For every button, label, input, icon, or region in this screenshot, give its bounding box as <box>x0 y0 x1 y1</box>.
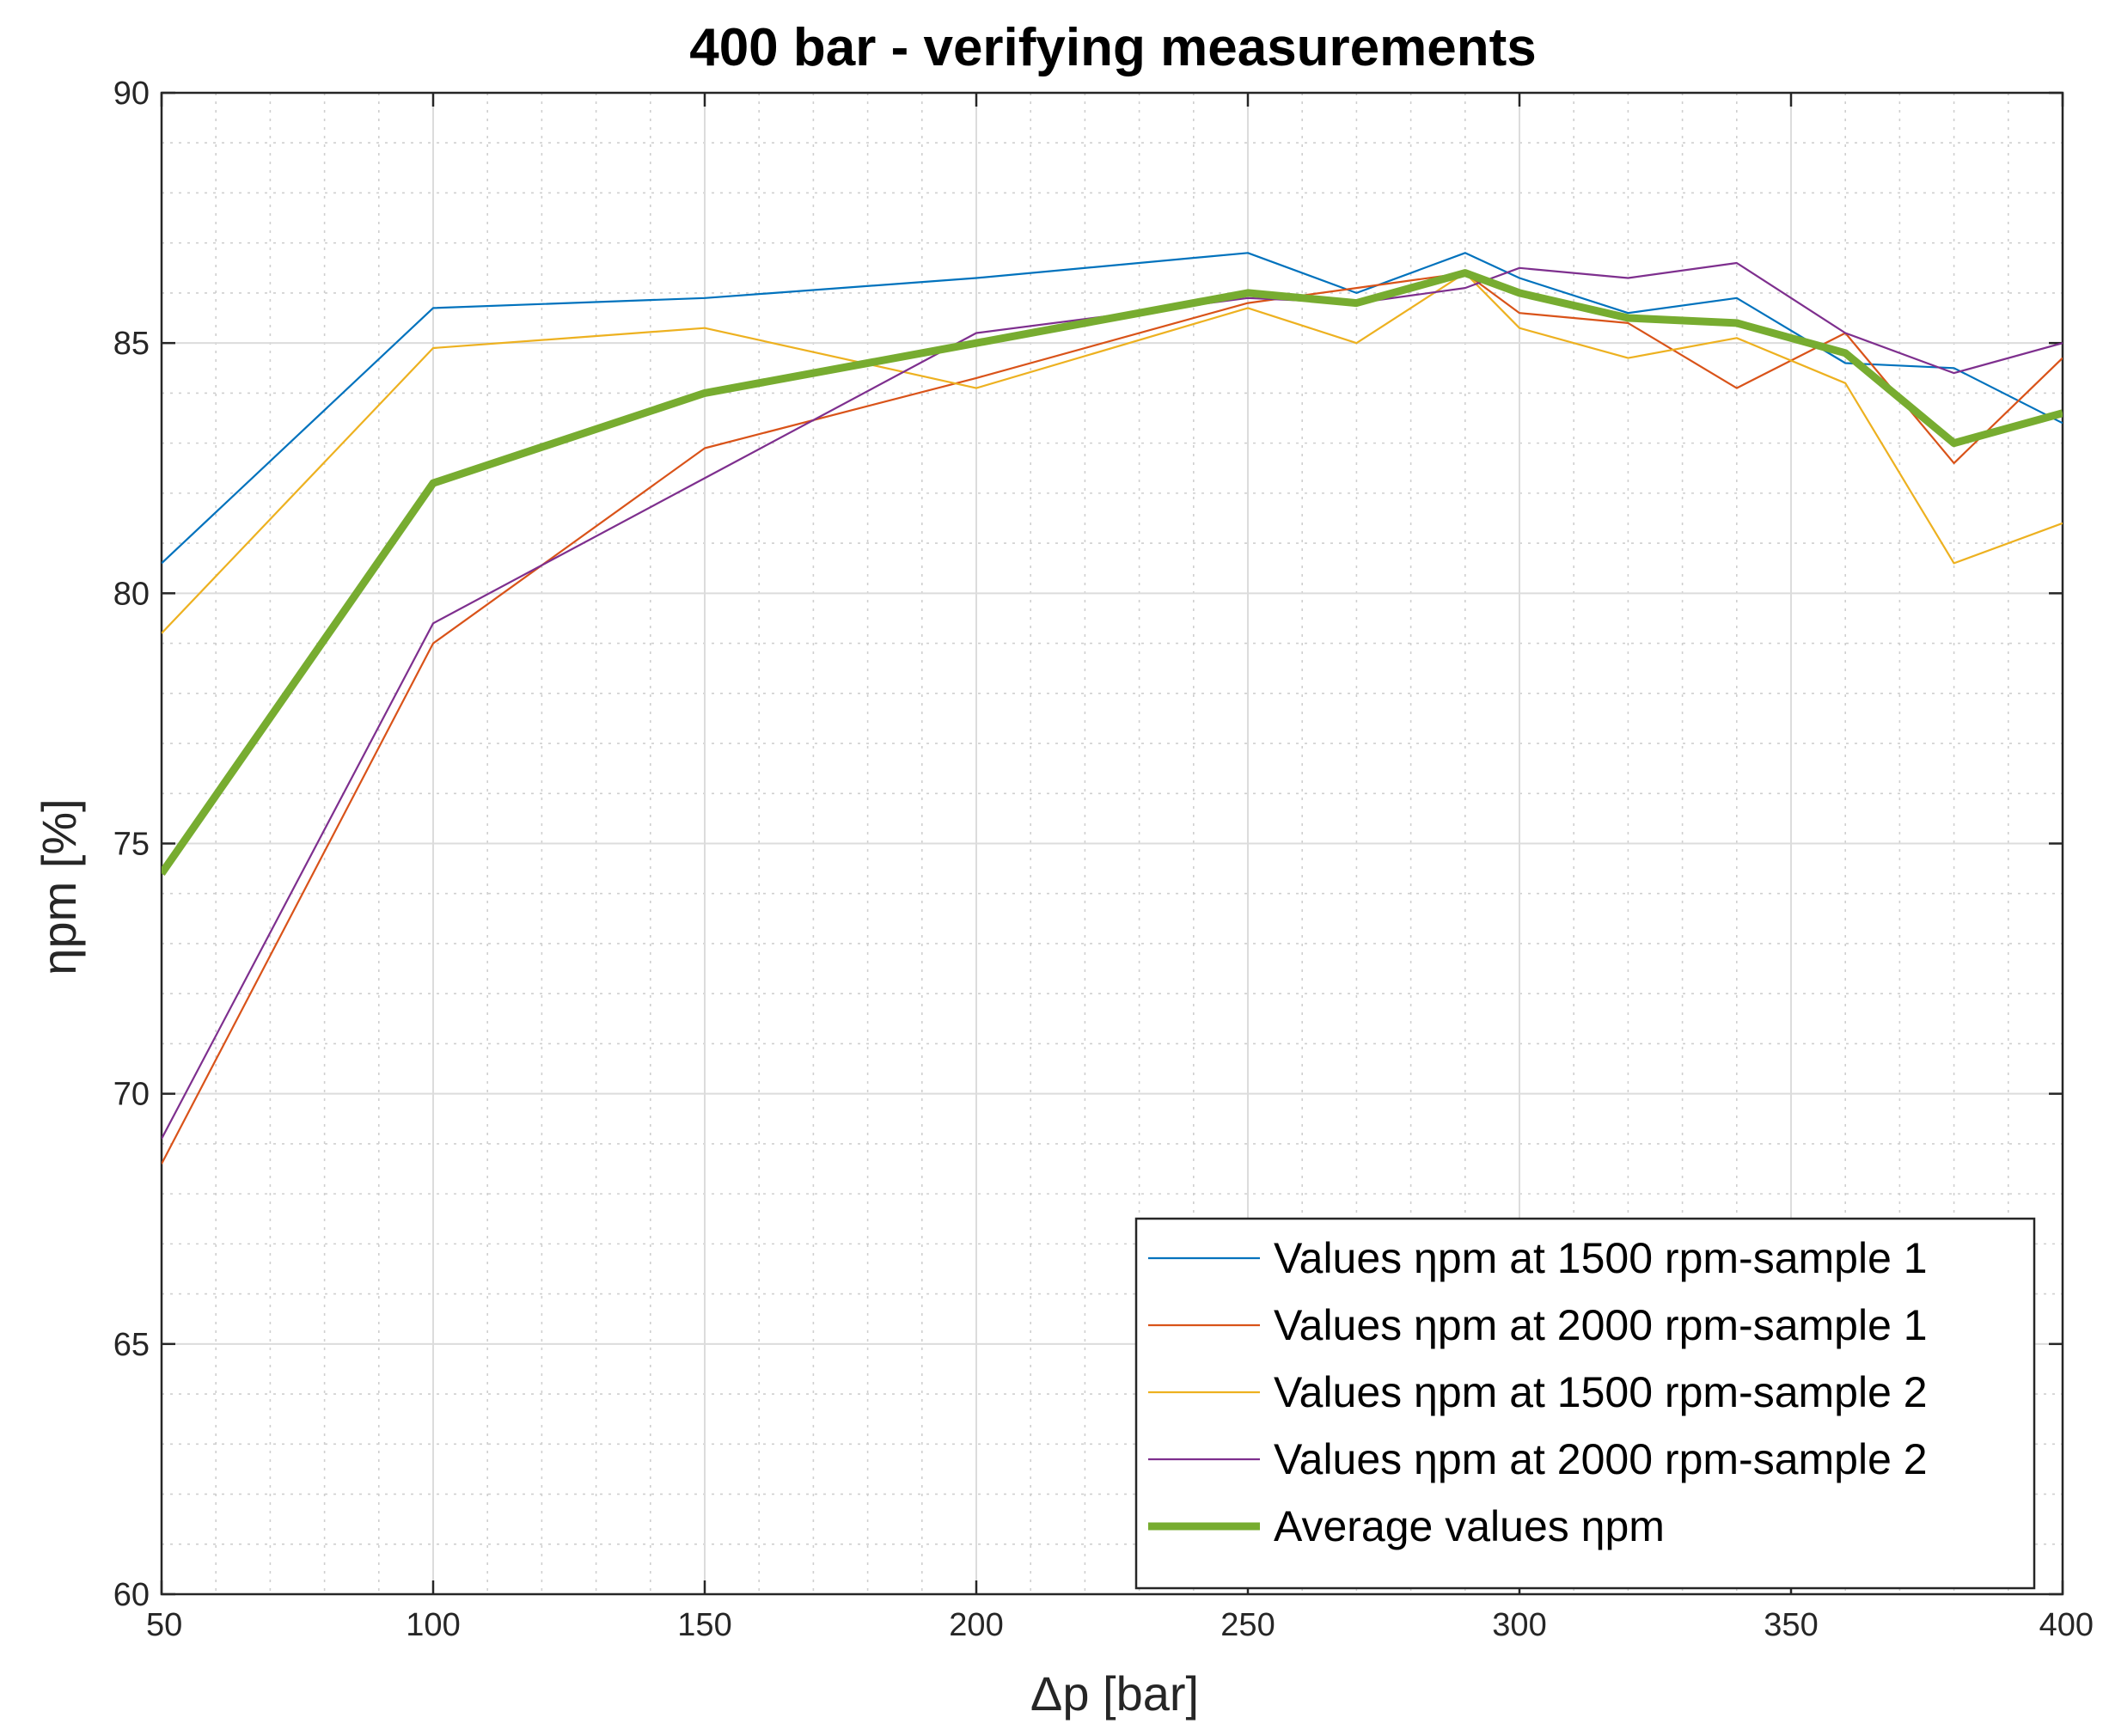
y-axis-label: ηpm [%] <box>32 798 86 975</box>
y-tick-label: 60 <box>113 1577 150 1613</box>
x-tick-label: 400 <box>2039 1607 2094 1643</box>
series-line-1 <box>162 252 2063 565</box>
x-tick-label: 350 <box>1764 1607 1818 1643</box>
x-tick-label: 50 <box>146 1607 182 1643</box>
legend-entry-3: Values ηpm at 1500 rpm-sample 2 <box>1274 1368 1928 1416</box>
legend: Values ηpm at 1500 rpm-sample 1 Values ηp… <box>1134 1217 2036 1590</box>
x-tick-label: 200 <box>949 1607 1003 1643</box>
legend-entry-2: Values ηpm at 2000 rpm-sample 1 <box>1274 1301 1928 1349</box>
x-tick-label: 300 <box>1492 1607 1546 1643</box>
series-layer <box>162 252 2063 1164</box>
legend-box <box>1134 1217 2036 1590</box>
x-tick-label: 150 <box>677 1607 731 1643</box>
series-line-5 <box>162 269 2063 876</box>
grid <box>162 93 2063 1594</box>
y-tick-label: 80 <box>113 576 150 612</box>
y-tick-label: 85 <box>113 326 150 362</box>
axis-ticks: 50 100 150 200 250 300 350 400 60 65 70 75 80 85 90 <box>113 76 2094 1643</box>
x-tick-label: 250 <box>1220 1607 1275 1643</box>
x-axis-label: Δp [bar] <box>1030 1666 1199 1721</box>
x-tick-label: 100 <box>406 1607 460 1643</box>
series-line-4 <box>162 261 2063 1140</box>
y-tick-label: 65 <box>113 1327 150 1363</box>
chart-title: 400 bar - verifying measurements <box>689 18 1537 77</box>
legend-entry-4: Values ηpm at 2000 rpm-sample 2 <box>1274 1435 1928 1483</box>
y-tick-label: 70 <box>113 1077 150 1113</box>
legend-entry-5: Average values ηpm <box>1274 1502 1665 1550</box>
legend-entry-1: Values ηpm at 1500 rpm-sample 1 <box>1274 1234 1928 1282</box>
y-tick-label: 90 <box>113 76 150 112</box>
y-tick-label: 75 <box>113 827 150 863</box>
